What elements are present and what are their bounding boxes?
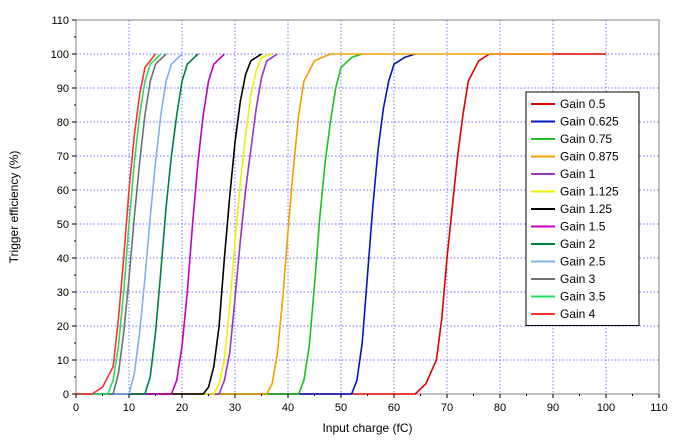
series-line	[76, 53, 273, 395]
axes: 0 10 20 30 40 50 60 70 80 90 100 110 0 10 20 30 40 50 60 70…	[51, 15, 668, 414]
y-tick-label: 10	[57, 355, 69, 367]
legend-label: Gain 0.625	[560, 115, 619, 129]
series-line	[76, 53, 363, 395]
x-tick-label: 90	[547, 402, 559, 414]
series-line	[76, 53, 225, 395]
x-tick-label: 60	[388, 402, 400, 414]
series-line	[76, 53, 278, 395]
y-tick-label: 110	[51, 15, 69, 27]
series-line	[76, 53, 199, 395]
series-line	[76, 53, 416, 395]
x-axis-title: Input charge (fC)	[322, 421, 412, 435]
legend: Gain 0.5 Gain 0.625 Gain 0.75 Gain 0.875 Gai…	[525, 91, 640, 326]
grid	[76, 20, 659, 394]
x-tick-label: 30	[229, 402, 241, 414]
series-line	[76, 53, 167, 395]
legend-label: Gain 0.875	[560, 150, 619, 164]
series-line	[76, 53, 183, 395]
legend-label: Gain 4	[560, 307, 596, 321]
legend-label: Gain 1.5	[560, 220, 606, 234]
series-lines	[76, 53, 606, 395]
series-line	[76, 53, 606, 395]
x-tick-label: 70	[441, 402, 453, 414]
y-tick-label: 80	[57, 117, 69, 129]
y-tick-label: 0	[63, 389, 69, 401]
series-line	[76, 53, 262, 395]
y-tick-label: 40	[57, 253, 69, 265]
legend-label: Gain 2	[560, 237, 596, 251]
x-tick-label: 0	[73, 402, 79, 414]
x-tick-label: 10	[123, 402, 135, 414]
legend-label: Gain 0.75	[560, 132, 612, 146]
legend-label: Gain 0.5	[560, 97, 606, 111]
y-tick-label: 60	[57, 185, 69, 197]
x-tick-label: 110	[650, 402, 668, 414]
legend-label: Gain 2.5	[560, 255, 606, 269]
y-tick-label: 30	[57, 287, 69, 299]
x-tick-label: 100	[597, 402, 615, 414]
series-line	[76, 53, 553, 395]
legend-label: Gain 3.5	[560, 290, 606, 304]
legend-label: Gain 1	[560, 167, 596, 181]
legend-label: Gain 3	[560, 272, 596, 286]
y-tick-label: 20	[57, 321, 69, 333]
x-tick-label: 40	[282, 402, 294, 414]
legend-label: Gain 1.125	[560, 185, 619, 199]
series-line	[76, 53, 162, 395]
y-tick-label: 50	[57, 219, 69, 231]
y-tick-label: 90	[57, 83, 69, 95]
legend-label: Gain 1.25	[560, 202, 612, 216]
x-tick-label: 80	[494, 402, 506, 414]
y-tick-label: 70	[57, 151, 69, 163]
y-tick-label: 100	[51, 49, 69, 61]
x-tick-label: 50	[335, 402, 347, 414]
series-line	[76, 53, 157, 395]
y-axis-title: Trigger efficiency (%)	[7, 151, 21, 264]
x-tick-label: 20	[176, 402, 188, 414]
